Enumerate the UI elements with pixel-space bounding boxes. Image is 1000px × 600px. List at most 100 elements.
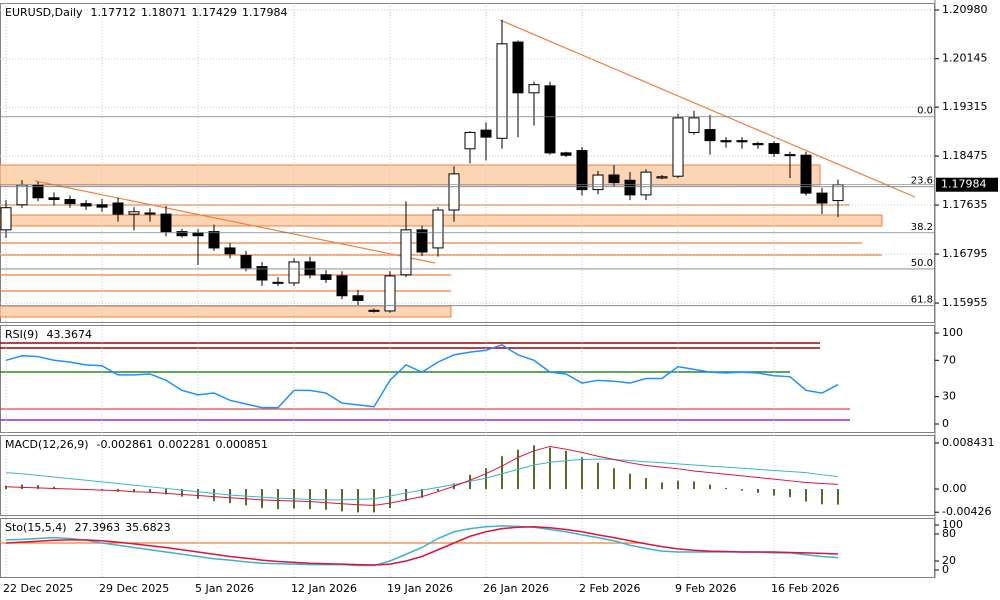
header-value: -0.002861 [97, 438, 153, 451]
candle-body [784, 154, 796, 157]
histogram-bar [501, 456, 503, 489]
candle-body [336, 275, 348, 297]
candle-body [592, 174, 604, 191]
histogram-bar [373, 488, 375, 513]
x-tick-label: 22 Dec 2025 [3, 582, 73, 595]
histogram-bar [261, 488, 263, 509]
last-price-label: 1.17984 [941, 178, 987, 191]
y-tick-label: 0.00 [942, 482, 967, 495]
candle-body [752, 143, 764, 146]
histogram-bar [773, 488, 775, 496]
x-tick-label: 26 Jan 2026 [483, 582, 549, 595]
header-value: 27.3963 [75, 521, 121, 534]
fib-label: 38.2 [911, 222, 933, 233]
histogram-bar [693, 481, 695, 489]
candle-body [512, 41, 524, 94]
header-value: 35.6823 [125, 521, 171, 534]
histogram-bar [405, 488, 407, 501]
y-tick-label: 1.15955 [942, 296, 988, 309]
histogram-bar [549, 447, 551, 489]
y-tick-label: 1.20145 [942, 52, 988, 65]
histogram-bar [437, 488, 439, 492]
panel-header: RSI(9) 43.3674 [5, 328, 92, 341]
histogram-bar [485, 468, 487, 489]
x-tick-label: 9 Feb 2026 [675, 582, 736, 595]
candle-body [320, 274, 332, 280]
zone [0, 305, 452, 318]
header-value: 0.002281 [158, 438, 211, 451]
candle-body [816, 192, 828, 204]
histogram-bar [709, 484, 711, 489]
histogram-bar [37, 485, 39, 489]
candle-body [720, 140, 732, 143]
panel-title: RSI(9) [5, 328, 38, 341]
zone [0, 164, 821, 186]
candle-body [128, 211, 140, 215]
histogram-bar [805, 488, 807, 502]
fib-label: 61.8 [911, 295, 933, 306]
histogram-bar [421, 488, 423, 498]
candle-body [352, 295, 364, 301]
y-tick-label: 100 [942, 326, 963, 339]
candle-body [400, 229, 412, 276]
candle-body [208, 231, 220, 249]
histogram-bar [629, 473, 631, 489]
indicator-line [5, 344, 839, 409]
indicator-line [5, 458, 839, 501]
histogram-bar [165, 488, 167, 495]
panel-title: Sto(15,5,4) [5, 521, 67, 534]
indicator-line [5, 445, 839, 506]
candle-body [112, 202, 124, 215]
histogram-bar [533, 445, 535, 489]
header-value: 43.3674 [46, 328, 92, 341]
candle-body [464, 131, 476, 150]
histogram-bar [197, 488, 199, 499]
y-tick-label: 1.16795 [942, 247, 988, 260]
panel-header: EURUSD,Daily 1.17712 1.18071 1.17429 1.17984 [5, 6, 287, 19]
x-tick-label: 2 Feb 2026 [579, 582, 640, 595]
histogram-bar [245, 488, 247, 506]
candle-body [96, 204, 108, 208]
x-tick-label: 19 Jan 2026 [387, 582, 453, 595]
last-price-tag [936, 177, 998, 192]
histogram-bar [53, 486, 55, 489]
y-tick-label: 0 [942, 417, 949, 430]
fib-label: 23.6 [911, 176, 933, 187]
candle-body [416, 229, 428, 253]
candle-body [272, 281, 284, 284]
fib-label: 0.0 [917, 106, 933, 117]
candle-body [304, 261, 316, 276]
candle-body [480, 129, 492, 138]
histogram-bar [725, 487, 727, 489]
candle-body [704, 129, 716, 142]
histogram-bar [613, 468, 615, 489]
trend-line [499, 19, 916, 198]
candle-body [160, 213, 172, 233]
histogram-bar [677, 480, 679, 489]
candle-body [64, 199, 76, 205]
candle-body [176, 231, 188, 237]
candle-body [688, 117, 700, 133]
trend-line [34, 180, 436, 264]
candle-body [384, 275, 396, 312]
histogram-bar [821, 488, 823, 505]
histogram-bar [21, 484, 23, 489]
candle-body [224, 247, 236, 255]
y-tick-label: 0.008431 [942, 436, 995, 449]
fib-label: 50.0 [911, 258, 933, 269]
y-tick-label: 1.20980 [942, 3, 988, 16]
candle-body [288, 261, 300, 284]
header-value: 1.17429 [191, 6, 237, 19]
x-tick-label: 29 Dec 2025 [99, 582, 169, 595]
candle-body [800, 154, 812, 194]
indicator-line [5, 525, 839, 567]
candle-body [256, 266, 268, 281]
candle-body [736, 140, 748, 143]
header-value: 1.18071 [141, 6, 187, 19]
indicator-line [5, 526, 839, 566]
candle-body [576, 150, 588, 191]
histogram-bar [5, 485, 7, 489]
candle-body [368, 309, 380, 312]
panel-header: Sto(15,5,4) 27.3963 35.6823 [5, 521, 171, 534]
